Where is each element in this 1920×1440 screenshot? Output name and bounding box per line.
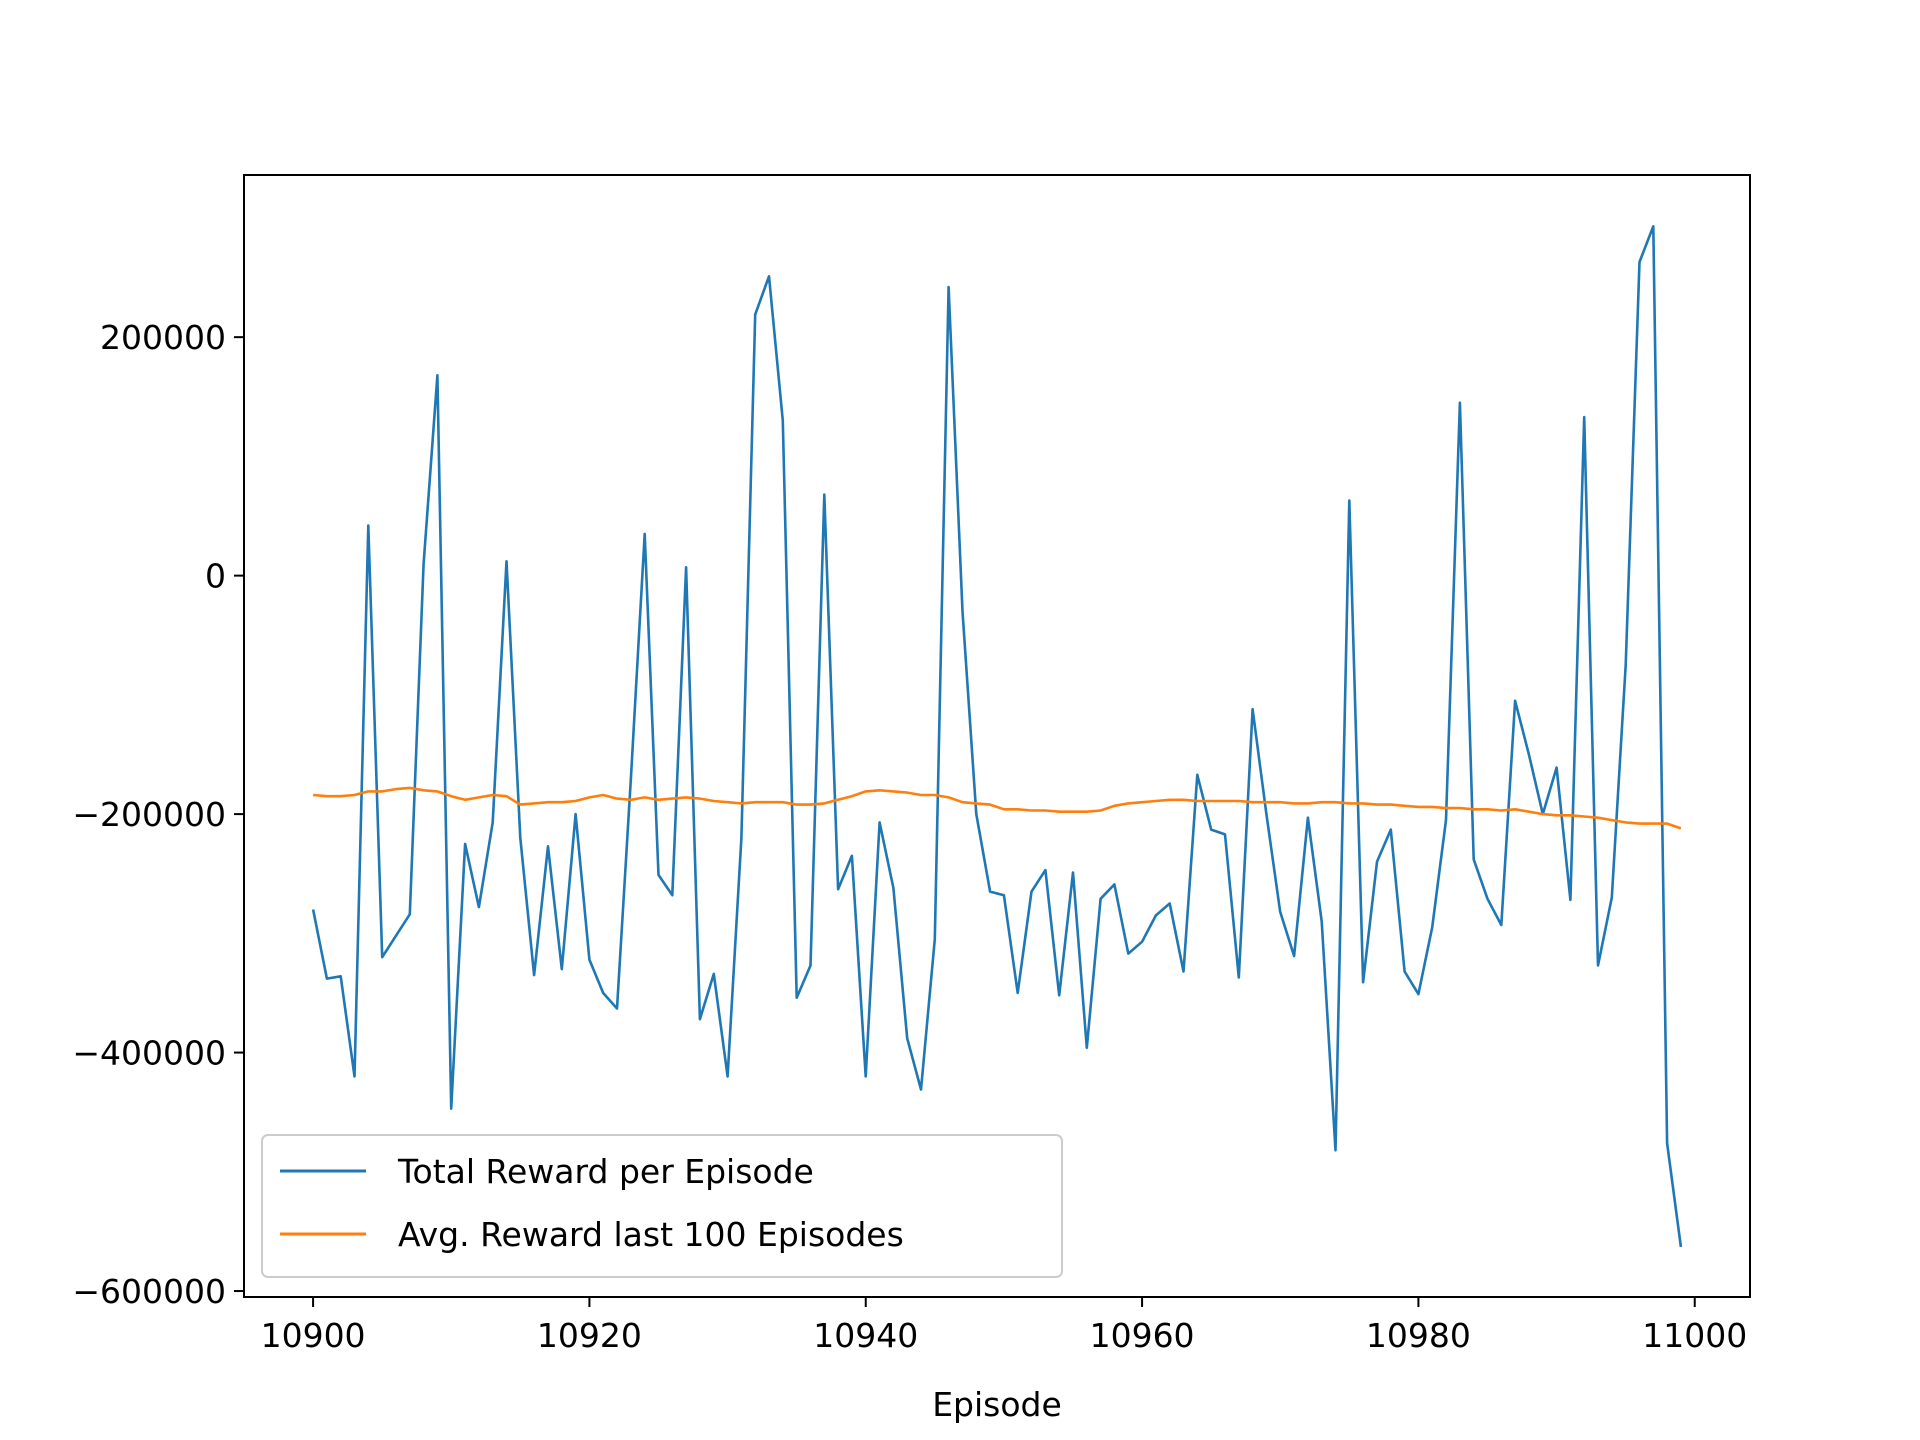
series-line-avg-reward	[312, 786, 1682, 830]
y-tick-label: −600000	[72, 1272, 226, 1311]
y-tick-label: −400000	[72, 1034, 226, 1073]
y-axis: −600000 −400000 −200000 0 200000	[72, 318, 244, 1311]
x-axis-label: Episode	[932, 1385, 1062, 1424]
x-tick-label: 10940	[813, 1316, 918, 1355]
y-tick-label: 0	[205, 557, 226, 596]
x-tick-label: 10900	[261, 1316, 366, 1355]
x-axis: 10900 10920 10940 10960 10980 11000	[261, 1297, 1747, 1355]
plot-lines	[311, 225, 1683, 1248]
legend: Total Reward per Episode Avg. Reward las…	[261, 1134, 1063, 1278]
x-tick-label: 10920	[537, 1316, 642, 1355]
legend-label-total-reward: Total Reward per Episode	[397, 1152, 814, 1191]
series-line-total-reward	[311, 225, 1683, 1248]
x-tick-label: 11000	[1642, 1316, 1747, 1355]
x-tick-label: 10960	[1090, 1316, 1195, 1355]
plot-frame	[243, 174, 1751, 1298]
legend-box	[261, 1134, 1063, 1278]
y-tick-label: 200000	[100, 318, 226, 357]
y-tick-label: −200000	[72, 795, 226, 834]
legend-label-avg-reward: Avg. Reward last 100 Episodes	[398, 1215, 904, 1254]
x-tick-label: 10980	[1366, 1316, 1471, 1355]
